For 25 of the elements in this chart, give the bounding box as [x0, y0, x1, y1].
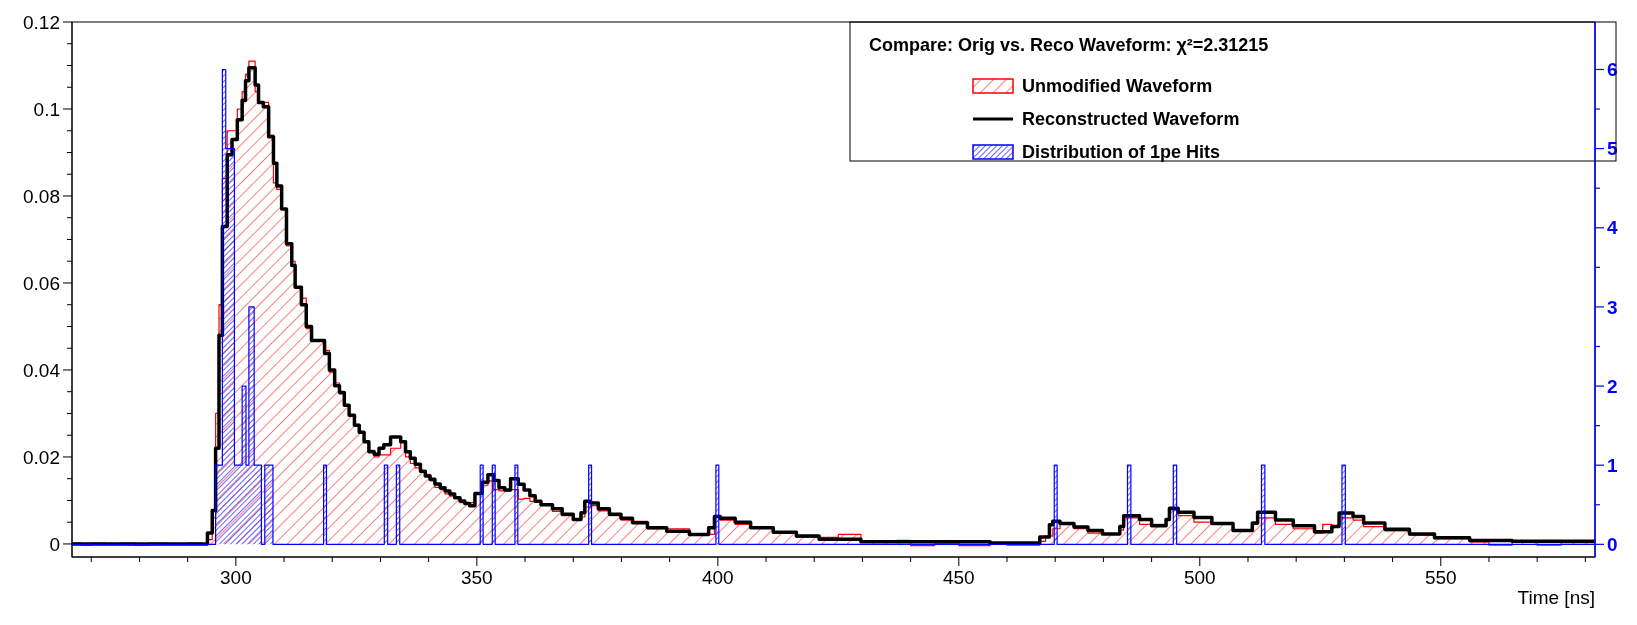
x-tick-label: 450: [942, 567, 975, 588]
y-tick-label: 0.08: [23, 185, 60, 207]
y-tick-label: 0.04: [23, 359, 61, 381]
y-tick-label: 0.1: [33, 98, 60, 120]
y2-tick-label: 6: [1607, 59, 1618, 81]
legend-label: Unmodified Waveform: [1022, 76, 1213, 97]
legend-label: Distribution of 1pe Hits: [1022, 142, 1220, 163]
y2-tick-label: 1: [1607, 454, 1618, 476]
legend-label: Reconstructed Waveform: [1022, 109, 1240, 130]
y-tick-label: 0: [49, 533, 60, 555]
x-axis-title: Time [ns]: [1517, 587, 1595, 608]
y2-tick-label: 4: [1607, 217, 1618, 239]
y2-tick-label: 2: [1607, 375, 1618, 397]
y-tick-label: 0.02: [23, 446, 60, 468]
y-tick-label: 0.12: [23, 11, 60, 33]
y2-tick-label: 3: [1607, 296, 1618, 318]
x-tick-label: 400: [701, 567, 734, 588]
x-tick-label: 550: [1424, 567, 1457, 588]
x-tick-label: 300: [220, 567, 252, 588]
x-tick-label: 500: [1183, 567, 1216, 588]
x-tick-label: 350: [461, 567, 493, 588]
legend-title: Compare: Orig vs. Reco Waveform: χ²=2.31215: [869, 35, 1269, 55]
y-tick-label: 0.06: [23, 272, 60, 294]
y2-tick-label: 0: [1607, 533, 1618, 555]
y2-tick-label: 5: [1607, 138, 1618, 160]
